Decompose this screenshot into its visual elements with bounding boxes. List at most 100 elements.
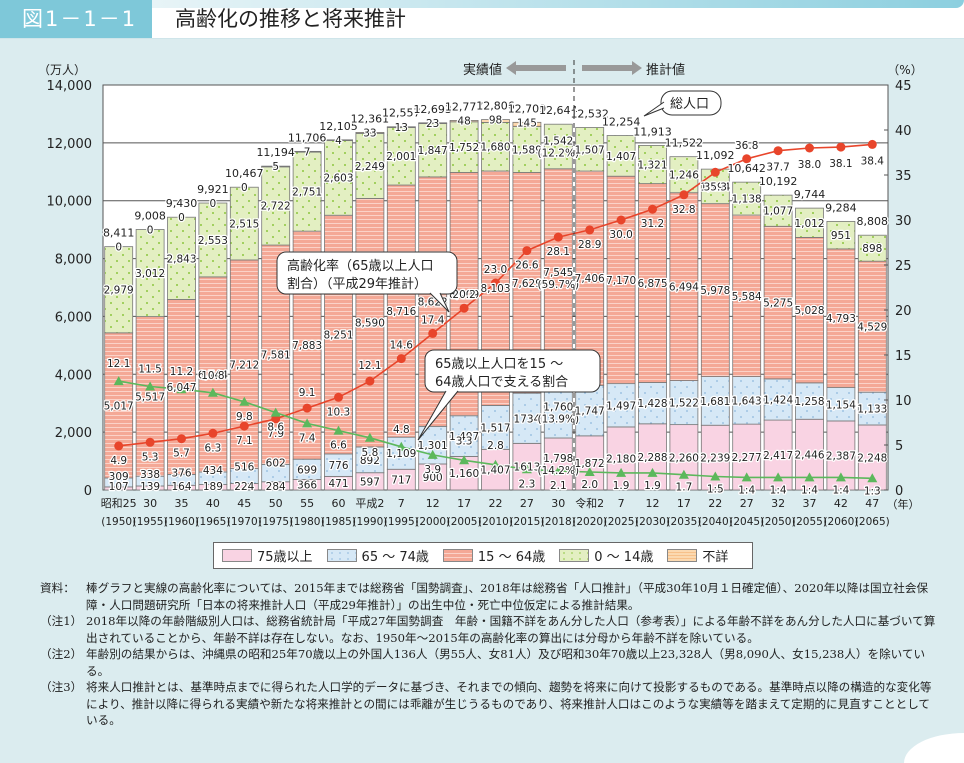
aging-rate-label: 36.8	[735, 140, 758, 152]
segment-value-label: 892	[360, 455, 380, 467]
bar-segment-unknown	[355, 132, 385, 134]
support-ratio-point	[176, 384, 187, 394]
segment-value-label: 338	[140, 469, 160, 481]
x-axis-year-label: (2035)	[666, 516, 701, 528]
support-ratio-point	[804, 472, 815, 482]
x-axis-era-label: 12	[426, 497, 440, 510]
aging-rate-label: 17.4	[421, 314, 445, 326]
aging-rate-point	[836, 142, 846, 152]
segment-value-label: 2,288	[637, 452, 667, 464]
bar-segment-65-74	[355, 446, 385, 474]
support-ratio-label: 7.4	[299, 432, 316, 444]
aging-rate-point	[648, 204, 657, 214]
segment-value-label: 2,603	[323, 173, 353, 185]
segment-value-label: 8,716	[386, 306, 416, 318]
aging-rate-label: 4.9	[110, 455, 127, 467]
total-population-label: 12,105	[319, 120, 358, 133]
support-ratio-label: 10.8	[201, 370, 224, 382]
x-axis-era-label: 40	[206, 497, 220, 510]
x-axis-era-label: 30	[143, 497, 157, 510]
segment-value-label: 2,515	[229, 219, 259, 231]
bar-segment-65-74	[669, 380, 699, 426]
total-population-label: 12,557	[382, 107, 421, 120]
support-ratio-label: 1:4	[770, 484, 787, 496]
x-axis-unit: （年）	[887, 497, 920, 511]
segment-value-label: 1,517	[480, 422, 510, 434]
x-axis-era-label: 35	[175, 497, 189, 510]
segment-value-label: 145	[517, 117, 537, 129]
x-axis-era-label: 45	[237, 497, 251, 510]
segment-value-label: 7,883	[292, 340, 322, 352]
bar-segment-unknown	[512, 121, 542, 127]
left-axis-tick-label: 14,000	[47, 79, 93, 94]
legend-label: 不詳	[702, 550, 729, 565]
segment-value-label: 1613	[514, 462, 541, 474]
support-ratio-label: 8.6	[267, 422, 284, 434]
aging-rate-label: 32.8	[672, 204, 695, 216]
segment-value-label: 5,017	[104, 400, 134, 412]
support-ratio-point	[553, 466, 564, 476]
x-axis-year-label: (2065)	[855, 516, 890, 528]
x-axis-era-label: 7	[398, 497, 405, 510]
aging-rate-label: 28.1	[547, 246, 570, 258]
legend-swatch-unknown	[667, 549, 698, 562]
support-ratio-point	[521, 464, 532, 474]
x-axis-year-label: (2015)	[509, 516, 544, 528]
bar-segment-75-plus	[418, 463, 448, 491]
segment-value-label: 4,529	[857, 322, 887, 334]
arrow-right-icon	[582, 61, 642, 75]
aging-rate-label: 38.0	[798, 159, 821, 171]
x-axis-year-label: (2018)	[541, 516, 576, 528]
segment-value-label: 2,446	[794, 450, 824, 462]
aging-rate-label: 35.3	[704, 181, 727, 193]
right-axis-tick-label: 40	[895, 124, 912, 139]
segment-value-label: 98	[489, 115, 502, 127]
aging-rate-callout-tail	[429, 292, 450, 313]
bar-segment-0-14	[104, 246, 134, 334]
support-ratio-point	[459, 455, 470, 465]
segment-value-label: 23	[426, 118, 439, 130]
legend-swatch-65-74	[326, 549, 357, 562]
segment-value-label: 900	[423, 472, 443, 484]
segment-value-label: 6,494	[669, 282, 699, 294]
x-axis-era-label: 令和2	[575, 496, 604, 510]
left-axis-tick-label: 6,000	[55, 310, 92, 325]
segment-value-label: 5	[272, 161, 279, 173]
right-axis-tick-label: 45	[895, 79, 912, 94]
aging-rate-point	[334, 392, 343, 402]
support-ratio-label: 12.1	[107, 358, 130, 370]
segment-value-label: 1,643	[732, 395, 762, 407]
segment-value-label: 1,154	[826, 399, 856, 411]
aging-rate-point	[867, 139, 877, 149]
bar-segment-0-14	[826, 220, 856, 250]
bar-segment-65-74	[763, 378, 793, 421]
support-ratio-point	[302, 418, 313, 428]
segment-value-label: 6,047	[166, 382, 196, 394]
bar-segment-0-14	[669, 156, 699, 194]
total-population-label: 12,254	[602, 116, 641, 129]
bar-segment-unknown	[324, 139, 353, 142]
segment-value-label: 5,584	[732, 291, 762, 303]
segment-value-label: 2,751	[292, 186, 322, 198]
note-source: 資料： 棒グラフと実線の高齢化率については、2015年までは総務省「国勢調査」、…	[40, 580, 940, 613]
aging-rate-point	[365, 376, 375, 386]
segment-value-label: 1,321	[637, 160, 667, 172]
segment-value-label: 7,629	[512, 278, 542, 290]
support-ratio-point	[364, 432, 375, 442]
support-ratio-callout-tail	[417, 390, 459, 441]
support-ratio-point	[396, 441, 407, 451]
bar-segment-0-14	[167, 216, 196, 300]
segment-value-label: 5,275	[763, 298, 793, 310]
support-ratio-point	[741, 472, 752, 482]
support-ratio-label: 1:5	[707, 484, 724, 496]
x-axis-era-label: 55	[300, 497, 314, 510]
aging-rate-label: 26.6	[515, 260, 539, 272]
x-axis-era-label: 22	[489, 497, 503, 510]
bar-segment-0-14	[261, 165, 291, 246]
segment-value-label: 2,553	[198, 235, 228, 247]
support-ratio-point	[145, 381, 156, 391]
aging-rate-callout-text: 割合）（平成29年推計）	[287, 276, 427, 292]
note-body: 年齢別の結果からは、沖縄県の昭和25年70歳以上の外国人136人（男55人、女8…	[86, 647, 926, 678]
legend-label: 15 ～ 64歳	[477, 550, 546, 565]
support-ratio-label: 1.7	[676, 482, 693, 494]
